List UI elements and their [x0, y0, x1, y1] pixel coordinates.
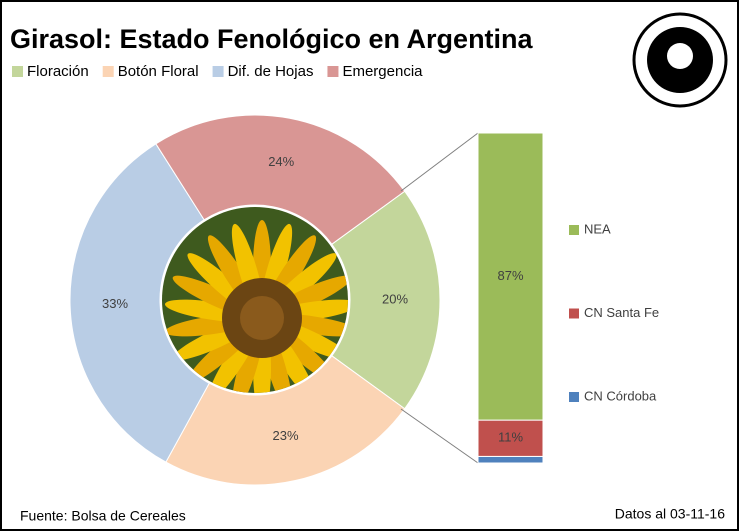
- data-label: 24%: [268, 154, 294, 169]
- legend-label: Dif. de Hojas: [228, 63, 314, 80]
- date: Datos al 03-11-16: [615, 506, 725, 522]
- chart-title: Girasol: Estado Fenológico en Argentina: [10, 24, 534, 54]
- legend-swatch: [569, 309, 579, 319]
- legend-swatch: [12, 66, 23, 77]
- source: Fuente: Bolsa de Cereales: [20, 508, 186, 524]
- legend-swatch: [569, 225, 579, 235]
- logo: [634, 14, 726, 106]
- legend-label: NEA: [584, 221, 611, 236]
- data-label: 33%: [102, 296, 128, 311]
- legend-label: CN Córdoba: [584, 388, 657, 403]
- legend-swatch: [569, 392, 579, 402]
- chart: Girasol: Estado Fenológico en Argentina …: [0, 0, 739, 531]
- bar-segment: [478, 456, 543, 463]
- legend-swatch: [327, 66, 338, 77]
- legend-label: Botón Floral: [118, 63, 199, 80]
- data-label: 23%: [273, 428, 299, 443]
- data-label: 87%: [497, 268, 523, 283]
- legend-label: CN Santa Fe: [584, 305, 659, 320]
- data-label: 20%: [382, 291, 408, 306]
- legend-swatch: [213, 66, 224, 77]
- legend-label: Emergencia: [342, 63, 423, 80]
- legend-label: Floración: [27, 63, 89, 80]
- legend-swatch: [103, 66, 114, 77]
- data-label: 11%: [498, 430, 523, 445]
